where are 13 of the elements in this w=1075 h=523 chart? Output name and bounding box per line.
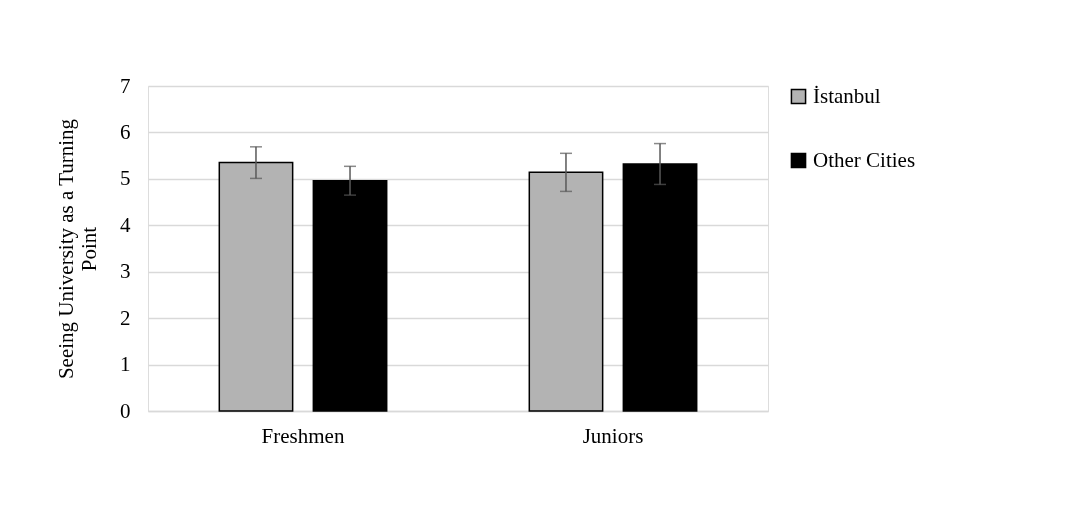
y-tick-label: 4 xyxy=(120,212,131,237)
legend-label: İstanbul xyxy=(813,83,881,108)
y-tick-label: 3 xyxy=(120,259,131,284)
y-tick-label: 1 xyxy=(120,352,131,377)
y-axis-title: Seeing University as a Turning Point xyxy=(54,118,101,380)
y-tick-label: 0 xyxy=(120,398,131,423)
y-tick-label: 2 xyxy=(120,305,131,330)
y-tick-label: 5 xyxy=(120,166,131,191)
x-tick-label: Juniors xyxy=(582,423,644,448)
y-tick-label: 6 xyxy=(120,119,131,144)
y-tick-label: 7 xyxy=(120,73,131,98)
legend-label: Other Cities xyxy=(813,147,916,172)
x-tick-label: Freshmen xyxy=(261,423,345,448)
